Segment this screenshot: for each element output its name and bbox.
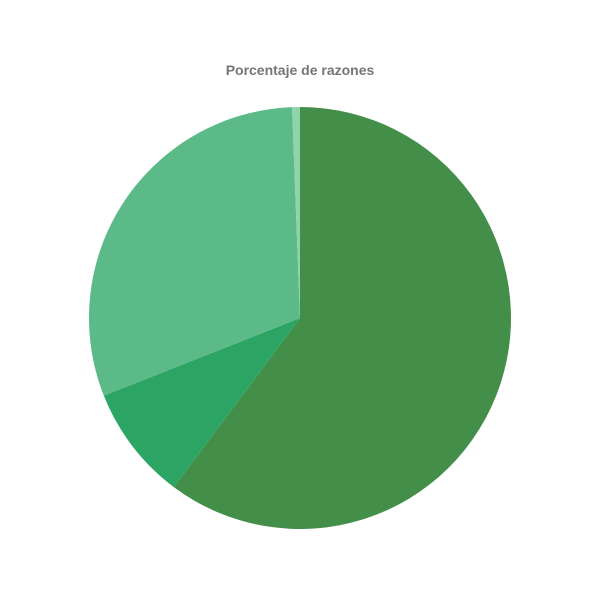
pie-slice-2[interactable] bbox=[103, 318, 300, 488]
chart-title: Porcentaje de razones bbox=[225, 62, 375, 78]
pie-slice-4[interactable] bbox=[292, 107, 300, 318]
pie-slice-3[interactable] bbox=[89, 107, 301, 396]
pie-slice-1[interactable] bbox=[173, 107, 511, 529]
